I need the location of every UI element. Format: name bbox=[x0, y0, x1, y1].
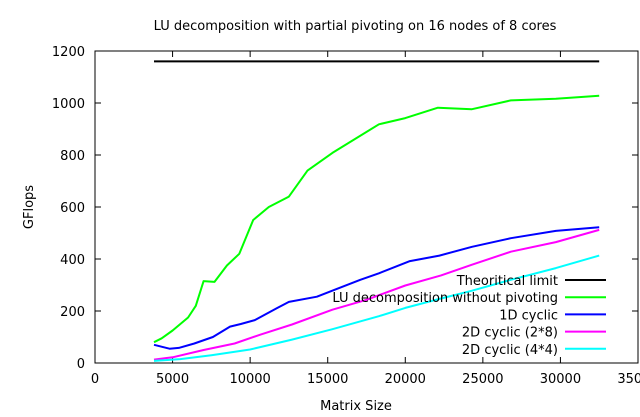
series-line-3 bbox=[153, 228, 600, 361]
axis-ticks: 0 5000 10000 15000 20000 25000 30000 35000 0 200 4… bbox=[52, 45, 640, 387]
x-tick-label: 0 bbox=[91, 372, 99, 387]
legend-label: 2D cyclic (4*4) bbox=[462, 343, 558, 358]
legend-label: Theoritical limit bbox=[456, 274, 558, 289]
x-tick-label: 20000 bbox=[385, 372, 426, 387]
y-tick-label: 600 bbox=[60, 201, 85, 216]
x-tick-label: 5000 bbox=[156, 372, 189, 387]
x-axis-title: Matrix Size bbox=[320, 399, 392, 414]
x-tick-label: 25000 bbox=[462, 372, 503, 387]
y-tick-label: 0 bbox=[77, 357, 85, 372]
chart-title: LU decomposition with partial pivoting o… bbox=[154, 19, 557, 34]
legend-label: 1D cyclic bbox=[499, 308, 558, 323]
y-tick-label: 1000 bbox=[52, 97, 85, 112]
legend: Theoritical limit LU decomposition withou… bbox=[332, 274, 606, 358]
series-line-1 bbox=[153, 94, 600, 344]
x-tick-label: 35000 bbox=[617, 372, 640, 387]
x-tick-label: 30000 bbox=[540, 372, 581, 387]
series-lines bbox=[153, 60, 600, 362]
series-line-2 bbox=[153, 226, 600, 350]
y-tick-label: 400 bbox=[60, 253, 85, 268]
y-tick-label: 200 bbox=[60, 305, 85, 320]
y-tick-label: 1200 bbox=[52, 45, 85, 60]
x-tick-label: 10000 bbox=[229, 372, 270, 387]
legend-label: LU decomposition without pivoting bbox=[332, 291, 558, 306]
x-tick-label: 15000 bbox=[307, 372, 348, 387]
y-axis-title: GFlops bbox=[22, 185, 37, 229]
series-line-4 bbox=[153, 254, 600, 362]
legend-label: 2D cyclic (2*8) bbox=[462, 326, 558, 341]
y-tick-label: 800 bbox=[60, 149, 85, 164]
